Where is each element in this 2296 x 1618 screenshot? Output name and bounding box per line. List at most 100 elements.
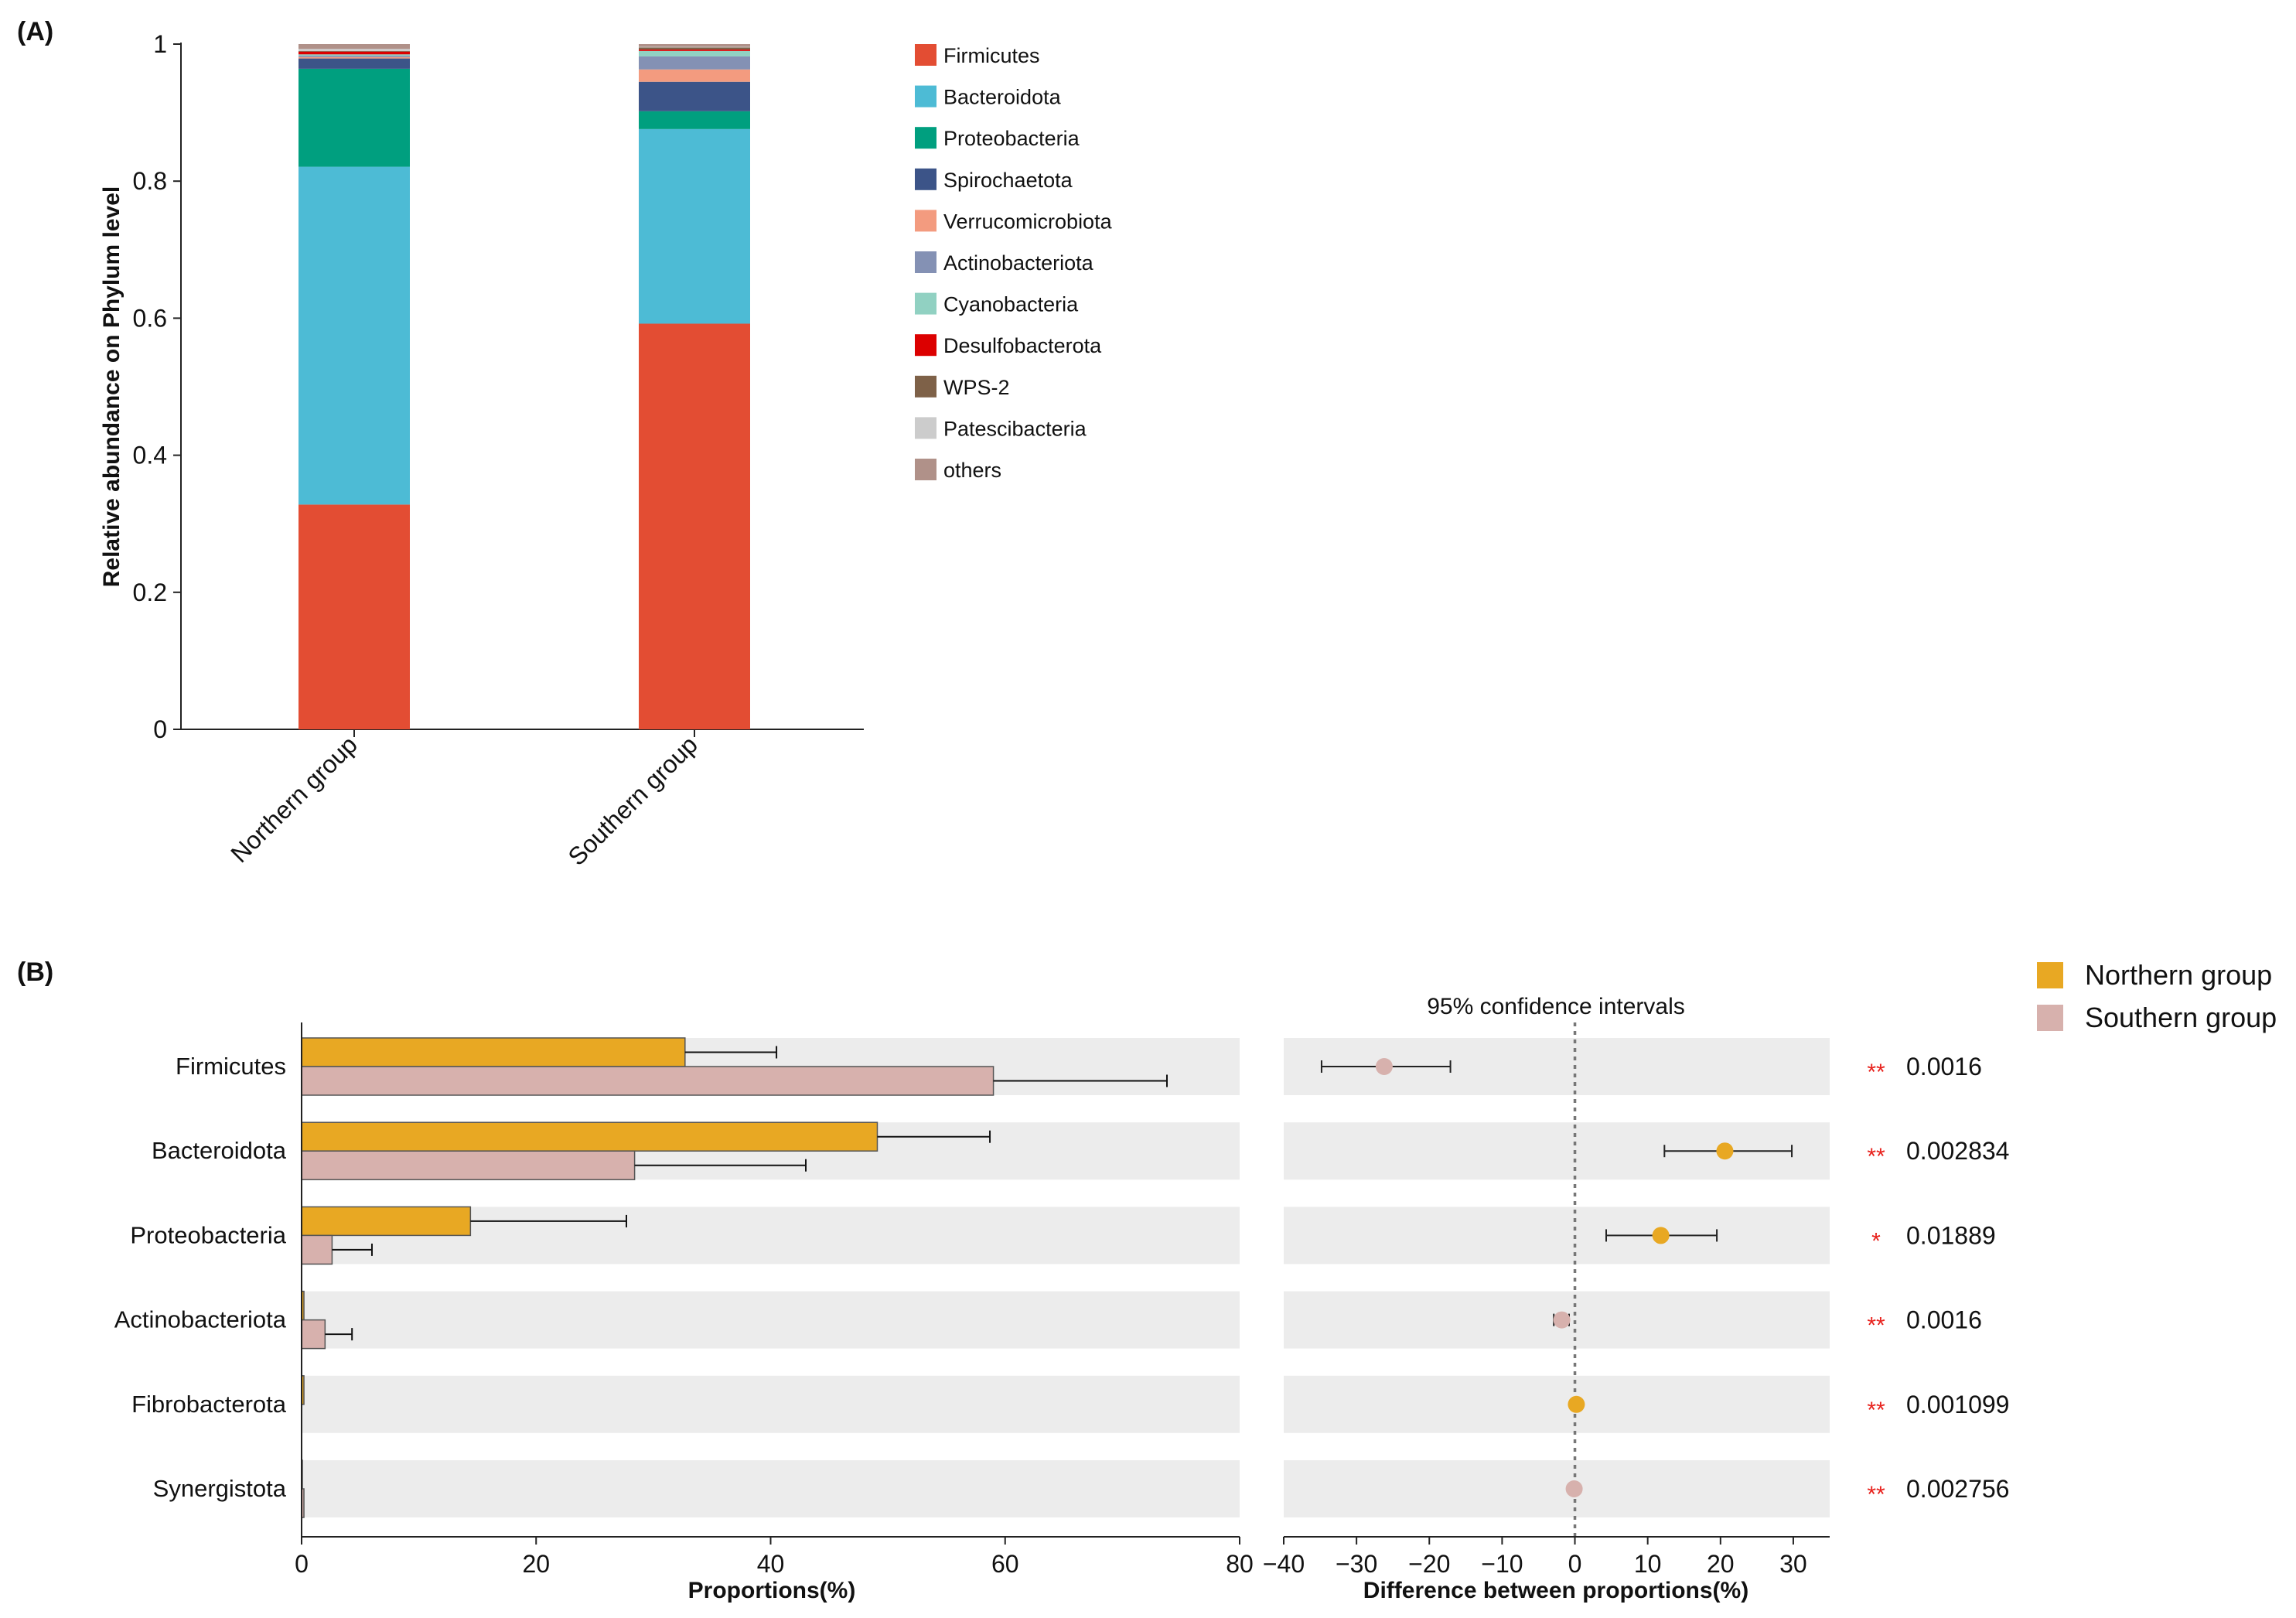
bar-segment-proteobacteria	[639, 111, 750, 129]
chart-b-xlabel: Proportions(%)	[688, 1578, 856, 1603]
bar-segment-bacteroidota	[299, 166, 410, 505]
legend-label: Desulfobacterota	[943, 334, 1102, 357]
legend-label: Patescibacteria	[943, 417, 1087, 440]
chart-a-ytick-label: 1	[153, 30, 167, 58]
bar-southern-group-firmicutes	[301, 1066, 994, 1096]
chart-ci-xtick-label: −20	[1408, 1550, 1450, 1578]
p-value: 0.01889	[1906, 1221, 1996, 1249]
legend-label: Firmicutes	[943, 44, 1040, 67]
significance-stars: *	[1871, 1228, 1881, 1254]
category-label: Firmicutes	[176, 1053, 286, 1080]
row-background	[302, 1375, 1240, 1433]
legend-a: Firmicutes Bacteroidota Proteobacteria Spir…	[915, 44, 1113, 482]
chart-b-xtick-label: 20	[522, 1550, 550, 1578]
legend-label: Cyanobacteria	[943, 293, 1079, 316]
legend-swatch-actinobacteriota	[915, 251, 936, 273]
chart-ci-xtick-label: 10	[1634, 1550, 1662, 1578]
chart-a-xtick-label: Northern group	[225, 730, 363, 868]
bar-segment-patescibacteria	[299, 49, 410, 51]
chart-ci-xtick-label: 20	[1707, 1550, 1735, 1578]
chart-ci-title: 95% confidence intervals	[1427, 994, 1685, 1019]
bar-southern-group-bacteroidota	[301, 1150, 636, 1180]
legend-swatch-wps-2	[915, 375, 936, 398]
bar-southern-group-actinobacteriota	[301, 1319, 326, 1350]
panel-a-label: (A)	[17, 17, 53, 46]
legend-label: others	[943, 459, 1001, 482]
bar-segment-actinobacteriota	[639, 56, 750, 70]
proportions-bar-chart-b: Proportions(%) Firmicutes Bacteroidota Pro…	[114, 1022, 1254, 1603]
legend-label: Northern group	[2085, 959, 2272, 991]
chart-ci-xtick-label: 0	[1568, 1550, 1582, 1578]
legend-swatch-northern-group	[2037, 962, 2063, 988]
category-label: Bacteroidota	[152, 1137, 287, 1164]
chart-ci-xtick-label: −10	[1481, 1550, 1523, 1578]
bar-segment-desulfobacterota	[299, 51, 410, 55]
ci-point-fibrobacterota	[1568, 1395, 1585, 1413]
bar-northern-group-proteobacteria	[301, 1206, 472, 1237]
p-value: 0.002834	[1906, 1137, 2009, 1165]
bar-southern-group-proteobacteria	[301, 1234, 333, 1265]
ci-point-firmicutes	[1375, 1058, 1393, 1075]
ci-point-proteobacteria	[1652, 1227, 1670, 1244]
legend-swatch-others	[915, 459, 936, 480]
bar-segment-others	[299, 44, 410, 49]
category-label: Actinobacteriota	[114, 1306, 287, 1333]
category-label: Proteobacteria	[130, 1221, 286, 1248]
stacked-bar-chart-a: Relative abundance on Phylum level 0 0.2 0…	[99, 30, 864, 871]
ci-row-background	[1284, 1375, 1830, 1433]
chart-a-ytick-label: 0.6	[133, 304, 167, 332]
legend-swatch-desulfobacterota	[915, 334, 936, 357]
significance-stars: **	[1867, 1144, 1885, 1169]
legend-label: WPS-2	[943, 376, 1010, 399]
legend-label: Southern group	[2085, 1002, 2277, 1033]
ci-row-background	[1284, 1207, 1830, 1265]
bar-segment-desulfobacterota	[639, 49, 750, 51]
chart-ci-xtick-label: −30	[1336, 1550, 1377, 1578]
bar-segment-wps-2	[639, 47, 750, 50]
bar-segment-firmicutes	[639, 323, 750, 729]
significance-stars: **	[1867, 1398, 1885, 1423]
legend-swatch-verrucomicrobiota	[915, 210, 936, 232]
legend-label: Bacteroidota	[943, 86, 1062, 109]
row-background	[302, 1291, 1240, 1349]
chart-a-ytick-label: 0.4	[133, 442, 167, 469]
ci-point-synergistota	[1565, 1480, 1583, 1497]
bar-segment-cyanobacteria	[639, 50, 750, 56]
significance-stars: **	[1867, 1482, 1885, 1507]
confidence-interval-plot: 95% confidence intervals Difference betw…	[1263, 994, 2010, 1603]
chart-b-xtick-label: 60	[991, 1550, 1019, 1578]
category-label: Synergistota	[153, 1475, 287, 1502]
p-value: 0.002756	[1906, 1475, 2009, 1503]
chart-ci-xlabel: Difference between proportions(%)	[1363, 1578, 1748, 1603]
legend-label: Actinobacteriota	[943, 251, 1094, 275]
bar-northern-group-firmicutes	[301, 1037, 686, 1067]
bar-segment-patescibacteria	[639, 46, 750, 48]
bar-segment-actinobacteriota	[299, 56, 410, 57]
legend-label: Verrucomicrobiota	[943, 210, 1113, 233]
chart-ci-xtick-label: 30	[1779, 1550, 1807, 1578]
legend-swatch-cyanobacteria	[915, 292, 936, 315]
bar-segment-wps-2	[299, 50, 410, 52]
bar-segment-verrucomicrobiota	[299, 56, 410, 59]
chart-b-xtick-label: 40	[757, 1550, 785, 1578]
chart-a-ytick-label: 0	[153, 715, 167, 743]
chart-a-xtick-label: Southern group	[562, 730, 702, 870]
bar-segment-verrucomicrobiota	[639, 69, 750, 82]
p-value: 0.001099	[1906, 1391, 2009, 1418]
legend-swatch-firmicutes	[915, 44, 936, 66]
bar-segment-proteobacteria	[299, 68, 410, 167]
significance-stars: **	[1867, 1060, 1885, 1085]
chart-ci-xtick-label: −40	[1263, 1550, 1305, 1578]
ci-row-background	[1284, 1460, 1830, 1517]
bar-segment-spirochaetota	[639, 81, 750, 111]
bar-segment-bacteroidota	[639, 128, 750, 324]
p-value: 0.0016	[1906, 1053, 1982, 1080]
legend-swatch-bacteroidota	[915, 85, 936, 108]
chart-b-xtick-label: 0	[295, 1550, 309, 1578]
chart-a-ytick-label: 0.2	[133, 579, 167, 606]
bar-northern-group-bacteroidota	[301, 1121, 878, 1152]
bar-segment-spirochaetota	[299, 58, 410, 69]
legend-swatch-spirochaetota	[915, 168, 936, 190]
legend-b: Northern group Southern group	[2037, 959, 2277, 1033]
category-label: Fibrobacterota	[131, 1391, 287, 1418]
